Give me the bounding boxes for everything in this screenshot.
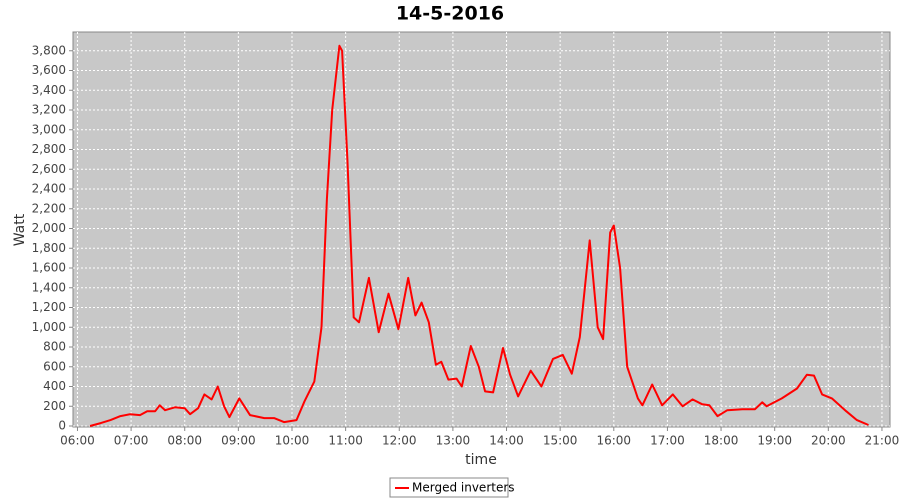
y-tick-label: 2,000 (32, 221, 66, 235)
y-tick-label: 1,800 (32, 241, 66, 255)
x-tick-label: 21:00 (865, 434, 900, 448)
y-tick-label: 1,200 (32, 300, 66, 314)
y-tick-label: 2,400 (32, 182, 66, 196)
x-tick-label: 06:00 (60, 434, 95, 448)
plot-area (72, 31, 891, 428)
x-tick-label: 13:00 (436, 434, 471, 448)
x-tick-label: 15:00 (543, 434, 578, 448)
x-tick-label: 12:00 (382, 434, 417, 448)
y-tick-label: 3,400 (32, 83, 66, 97)
x-tick-label: 11:00 (328, 434, 363, 448)
y-tick-label: 3,800 (32, 43, 66, 57)
x-tick-label: 18:00 (704, 434, 739, 448)
y-tick-label: 1,000 (32, 320, 66, 334)
y-tick-label: 200 (43, 399, 66, 413)
x-tick-label: 08:00 (167, 434, 202, 448)
x-tick-label: 14:00 (489, 434, 524, 448)
x-tick-label: 19:00 (757, 434, 792, 448)
legend-label: Merged inverters (412, 481, 515, 495)
y-tick-label: 400 (43, 379, 66, 393)
chart-title: 14-5-2016 (396, 3, 504, 25)
x-tick-label: 17:00 (650, 434, 685, 448)
y-tick-label: 2,200 (32, 201, 66, 215)
y-tick-label: 3,600 (32, 63, 66, 77)
y-tick-label: 800 (43, 340, 66, 354)
y-tick-label: 1,400 (32, 280, 66, 294)
y-tick-label: 600 (43, 359, 66, 373)
y-axis-label: Watt (12, 213, 28, 246)
y-tick-label: 0 (58, 419, 66, 433)
x-tick-label: 09:00 (221, 434, 256, 448)
x-axis-label: time (465, 452, 497, 468)
y-tick-label: 3,200 (32, 103, 66, 117)
x-tick-label: 10:00 (275, 434, 310, 448)
x-tick-label: 16:00 (596, 434, 631, 448)
y-tick-label: 3,000 (32, 122, 66, 136)
y-tick-label: 2,800 (32, 142, 66, 156)
y-tick-label: 2,600 (32, 162, 66, 176)
legend (389, 477, 509, 498)
x-tick-label: 20:00 (811, 434, 846, 448)
x-tick-label: 07:00 (114, 434, 149, 448)
line (89, 44, 869, 427)
y-tick-label: 1,600 (32, 261, 66, 275)
